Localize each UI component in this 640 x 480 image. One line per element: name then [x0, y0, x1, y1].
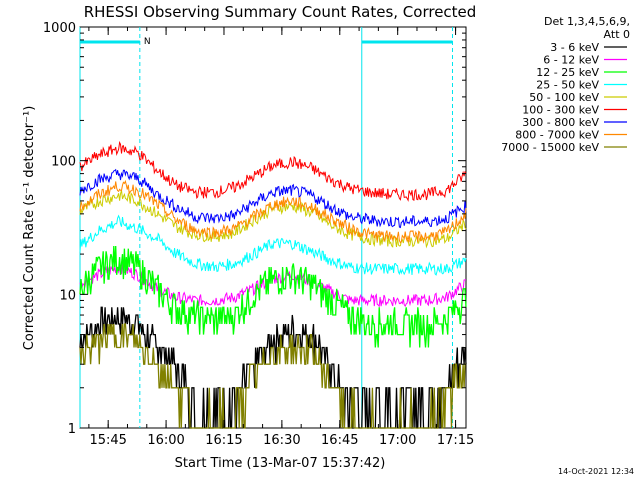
- series-line-8: [79, 179, 467, 244]
- y-tick-label-2: 10: [59, 288, 76, 303]
- series-line-1: [79, 306, 467, 429]
- y-axis-label: Corrected Count Rate (s⁻¹ detector⁻¹): [22, 106, 37, 351]
- legend-label-5: 50 - 100 keV: [529, 91, 599, 104]
- x-tick-label-5: 16:45: [321, 433, 358, 448]
- x-axis-label: Start Time (13-Mar-07 15:37:42): [175, 456, 386, 471]
- legend-label-1: 3 - 6 keV: [550, 41, 599, 54]
- plot-area: N: [79, 26, 467, 429]
- x-tick-label-1: 15:45: [89, 433, 126, 448]
- generation-timestamp: 14-Oct-2021 12:34: [558, 467, 634, 476]
- series-line-6: [79, 140, 467, 202]
- x-tick-label-6: 17:00: [379, 433, 416, 448]
- x-axis: 15:45 16:00 16:15 16:30 16:45 17:00 17:15: [88, 27, 474, 448]
- x-tick-label-3: 16:15: [205, 433, 242, 448]
- legend-label-9: 7000 - 15000 keV: [501, 141, 599, 154]
- legend-label-4: 25 - 50 keV: [536, 79, 599, 92]
- series-line-4: [79, 214, 467, 276]
- x-tick-label-2: 16:00: [147, 433, 184, 448]
- legend-label-8: 800 - 7000 keV: [515, 129, 599, 142]
- y-tick-label-4: 1000: [43, 21, 76, 36]
- legend-label-2: 6 - 12 keV: [543, 54, 599, 67]
- annotation-marker-label: N: [144, 37, 151, 47]
- series-line-7: [79, 168, 467, 229]
- legend-label-6: 100 - 300 keV: [522, 104, 599, 117]
- series-line-9: [79, 323, 466, 429]
- y-tick-label-1: 1: [68, 422, 76, 437]
- legend-header-line-1: Det 1,3,4,5,6,9,: [544, 15, 630, 28]
- x-tick-label-7: 17:15: [437, 433, 474, 448]
- series-line-3: [79, 245, 467, 348]
- x-tick-label-4: 16:30: [263, 433, 300, 448]
- y-axis: 1 10 100 1000: [43, 21, 466, 437]
- y-tick-label-3: 100: [51, 155, 76, 170]
- series-line-2: [79, 262, 466, 308]
- legend-header-line-2: Att 0: [604, 28, 630, 41]
- legend-label-7: 300 - 800 keV: [522, 116, 599, 129]
- legend-label-3: 12 - 25 keV: [536, 66, 599, 79]
- chart-title: RHESSI Observing Summary Count Rates, Co…: [84, 3, 477, 21]
